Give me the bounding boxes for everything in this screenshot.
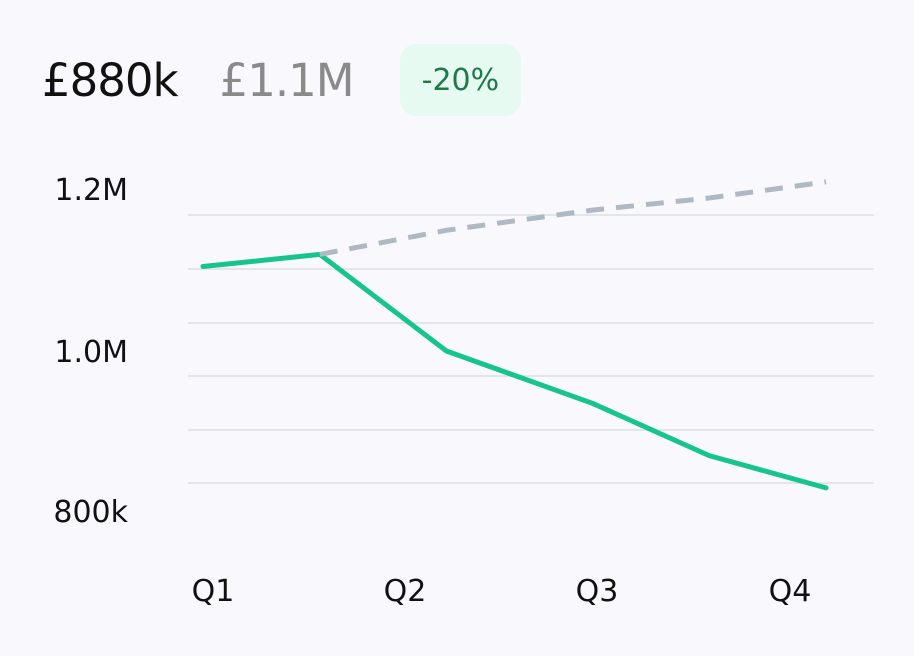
kpi-header: £880k £1.1M -20% bbox=[42, 44, 522, 116]
x-tick-label: Q2 bbox=[384, 574, 427, 609]
y-tick-label: 1.2M bbox=[54, 173, 128, 208]
y-tick-label: 800k bbox=[53, 495, 128, 530]
current-value: £880k bbox=[42, 53, 179, 107]
previous-value: £1.1M bbox=[219, 53, 355, 107]
x-tick-label: Q1 bbox=[192, 574, 235, 609]
x-tick-label: Q4 bbox=[769, 574, 812, 609]
x-tick-label: Q3 bbox=[576, 574, 619, 609]
change-badge: -20% bbox=[399, 44, 522, 116]
y-tick-label: 1.0M bbox=[54, 335, 128, 370]
actual-series-line bbox=[200, 251, 829, 491]
target-series-line bbox=[319, 179, 827, 257]
